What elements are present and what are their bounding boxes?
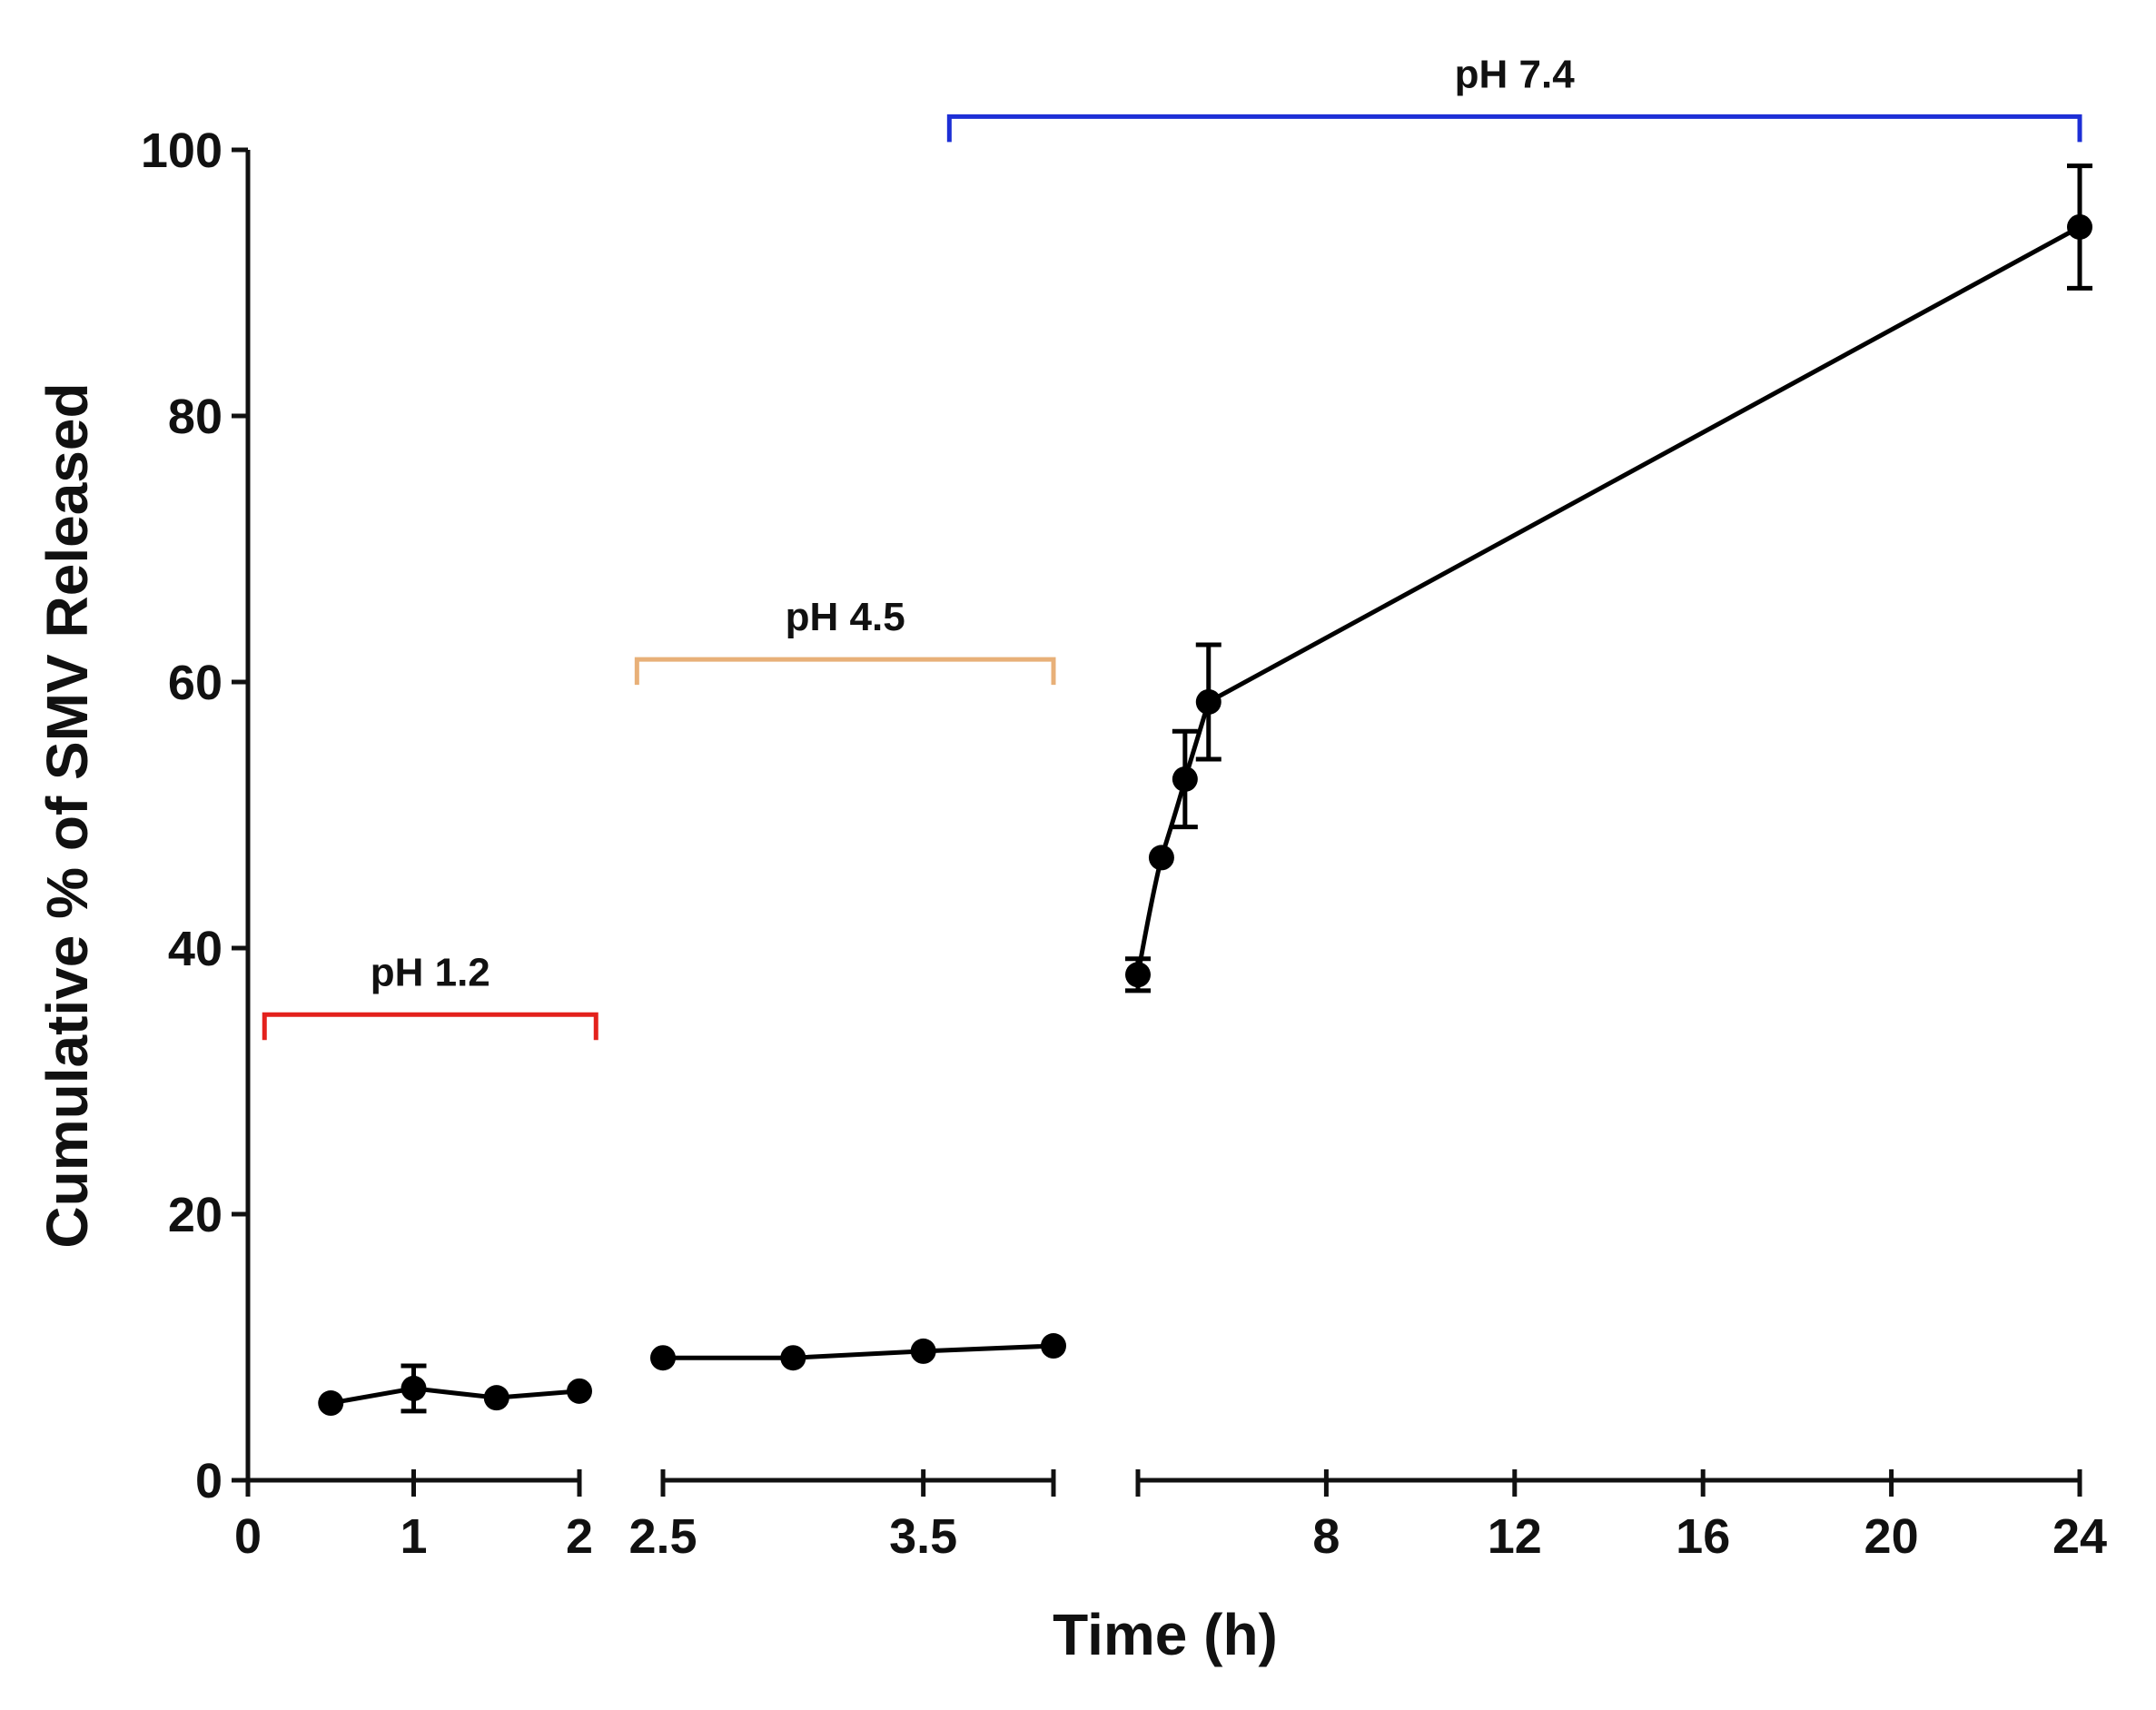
x-tick-label: 2.5 [628,1509,697,1564]
data-point [567,1378,592,1404]
ph-label-3: pH 7.4 [1455,52,1576,96]
y-tick-label: 60 [168,656,223,710]
data-point [910,1338,936,1364]
y-tick-label: 0 [195,1454,223,1508]
data-point [483,1385,509,1411]
data-point [780,1345,806,1371]
data-point [1125,962,1151,988]
ph-bracket-2 [634,657,1056,686]
x-tick-label: 16 [1676,1509,1730,1564]
x-tick-label: 8 [1312,1509,1340,1564]
ph-label-2: pH 4.5 [786,595,905,639]
y-tick-label: 100 [141,124,223,178]
x-tick-label: 2 [566,1509,593,1564]
x-tick-label: 12 [1488,1509,1542,1564]
data-point [1041,1333,1066,1359]
y-tick-label: 80 [168,390,223,444]
data-point [1148,845,1174,871]
ph-bracket-3 [946,114,2082,143]
x-tick-label: 0 [234,1509,262,1564]
x-tick-label: 3.5 [889,1509,957,1564]
data-point [401,1375,427,1401]
x-tick-label: 20 [1864,1509,1919,1564]
x-tick-label: 24 [2052,1509,2107,1564]
data-point [318,1390,344,1417]
series-line-segment-1 [330,1386,580,1406]
y-tick-label: 20 [168,1188,223,1242]
data-point [2067,213,2092,240]
y-axis-title: Cumulative % of SMV Released [35,382,100,1248]
y-tick-label: 40 [168,922,223,976]
x-tick-label: 1 [400,1509,427,1564]
ph-label-1: pH 1.2 [371,950,490,994]
series-line-segment-2 [663,1343,1054,1360]
ph-bracket-1 [262,1012,598,1041]
data-point [1195,688,1221,715]
series-line-segment-3 [1135,224,2082,975]
data-point [1172,766,1198,792]
data-point [650,1345,676,1371]
x-axis-title: Time (h) [1053,1602,1278,1667]
